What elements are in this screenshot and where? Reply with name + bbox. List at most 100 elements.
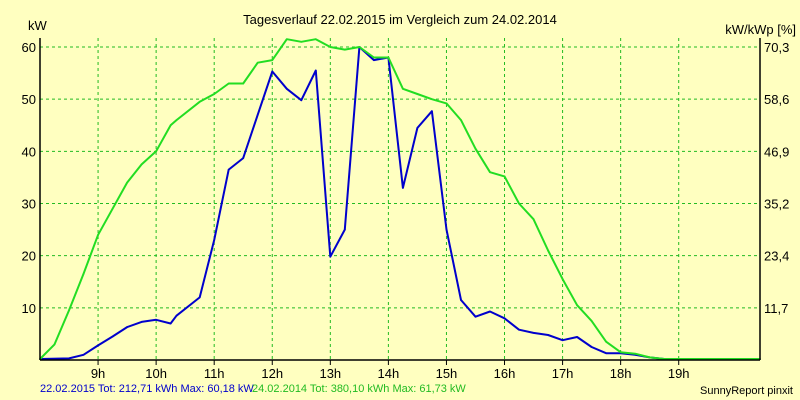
x-tick-label: 9h bbox=[91, 366, 105, 381]
x-tick-label: 19h bbox=[668, 366, 690, 381]
data-point-22.02.2015 bbox=[175, 314, 178, 317]
data-point-24.02.2014 bbox=[271, 59, 274, 61]
data-point-24.02.2014 bbox=[53, 343, 56, 346]
right-axis-unit: kW/kWp [%] bbox=[725, 22, 796, 37]
data-point-24.02.2014 bbox=[547, 249, 549, 252]
data-point-24.02.2014 bbox=[474, 147, 477, 150]
data-point-24.02.2014 bbox=[315, 38, 317, 40]
data-point-24.02.2014 bbox=[387, 56, 390, 59]
data-point-22.02.2015 bbox=[271, 70, 274, 73]
x-tick-label: 13h bbox=[319, 366, 341, 381]
data-point-24.02.2014 bbox=[648, 356, 651, 359]
data-point-24.02.2014 bbox=[561, 278, 564, 280]
data-point-24.02.2014 bbox=[590, 320, 593, 322]
data-point-22.02.2015 bbox=[445, 228, 448, 231]
x-tick-label: 16h bbox=[494, 366, 516, 381]
data-point-24.02.2014 bbox=[576, 304, 578, 307]
data-point-22.02.2015 bbox=[300, 99, 303, 102]
data-point-22.02.2015 bbox=[503, 317, 506, 320]
data-point-24.02.2014 bbox=[155, 150, 157, 153]
data-point-22.02.2015 bbox=[82, 353, 85, 356]
data-point-22.02.2015 bbox=[97, 344, 99, 347]
x-tick-label: 14h bbox=[378, 366, 400, 381]
data-point-22.02.2015 bbox=[474, 315, 477, 318]
axes bbox=[39, 38, 761, 365]
data-point-24.02.2014 bbox=[82, 273, 85, 275]
data-point-24.02.2014 bbox=[460, 119, 462, 121]
x-tick-label: 18h bbox=[610, 366, 632, 381]
data-point-24.02.2014 bbox=[344, 48, 346, 51]
x-tick-label: 12h bbox=[261, 366, 283, 381]
data-point-22.02.2015 bbox=[605, 352, 607, 355]
data-point-24.02.2014 bbox=[227, 82, 230, 85]
footer-series1-stats: 22.02.2015 Tot: 212,71 kWh Max: 60,18 kW bbox=[40, 383, 254, 395]
footer-brand: SunnyReport pinxit bbox=[700, 385, 793, 397]
data-point-22.02.2015 bbox=[256, 114, 259, 116]
data-point-24.02.2014 bbox=[256, 61, 259, 64]
data-point-24.02.2014 bbox=[111, 207, 114, 210]
data-point-24.02.2014 bbox=[619, 351, 622, 353]
data-point-24.02.2014 bbox=[68, 309, 70, 312]
data-point-22.02.2015 bbox=[285, 87, 288, 90]
x-tick-label: 10h bbox=[145, 366, 167, 381]
x-tick-label: 15h bbox=[436, 366, 458, 381]
data-point-24.02.2014 bbox=[97, 234, 99, 236]
data-point-24.02.2014 bbox=[126, 181, 128, 184]
x-tick-label: 17h bbox=[552, 366, 574, 381]
data-point-24.02.2014 bbox=[213, 93, 215, 95]
y-right-tick-label: 70,3 bbox=[764, 40, 789, 55]
data-point-24.02.2014 bbox=[373, 56, 375, 59]
tick-labels: 9h 10h 11h 12h 13h 14h 15h 16h 17h 18h 19h 10 11,7 20… bbox=[22, 40, 790, 381]
data-point-22.02.2015 bbox=[532, 332, 535, 334]
data-point-22.02.2015 bbox=[416, 127, 419, 129]
left-axis-unit: kW bbox=[28, 18, 48, 33]
data-point-24.02.2014 bbox=[140, 163, 143, 166]
data-point-24.02.2014 bbox=[416, 93, 419, 95]
data-point-24.02.2014 bbox=[503, 175, 506, 178]
y-right-tick-label: 23,4 bbox=[764, 249, 789, 264]
y-right-tick-label: 35,2 bbox=[764, 197, 789, 212]
data-point-22.02.2015 bbox=[431, 110, 433, 112]
data-point-24.02.2014 bbox=[358, 46, 361, 48]
data-point-24.02.2014 bbox=[300, 41, 303, 43]
series-line-24.02.2014 bbox=[39, 38, 760, 360]
data-point-24.02.2014 bbox=[532, 218, 535, 220]
data-point-22.02.2015 bbox=[169, 322, 172, 325]
data-point-22.02.2015 bbox=[460, 299, 462, 301]
data-point-22.02.2015 bbox=[344, 228, 346, 231]
data-point-24.02.2014 bbox=[175, 119, 178, 121]
footer-series2-stats: 24.02.2014 Tot: 380,10 kWh Max: 61,73 kW bbox=[252, 383, 466, 395]
y-right-tick-label: 58,6 bbox=[764, 92, 789, 107]
data-point-22.02.2015 bbox=[111, 335, 114, 338]
series-layer bbox=[39, 38, 761, 360]
data-point-22.02.2015 bbox=[126, 326, 128, 328]
y-left-tick-label: 10 bbox=[22, 301, 36, 316]
y-right-tick-label: 11,7 bbox=[764, 301, 788, 316]
data-point-22.02.2015 bbox=[518, 328, 520, 331]
y-left-tick-label: 60 bbox=[22, 40, 36, 55]
y-right-tick-label: 46,9 bbox=[764, 144, 789, 159]
grid bbox=[40, 38, 760, 360]
data-point-22.02.2015 bbox=[373, 59, 375, 61]
data-point-24.02.2014 bbox=[169, 124, 172, 127]
data-point-22.02.2015 bbox=[140, 321, 143, 323]
x-tick-label: 11h bbox=[204, 366, 225, 381]
data-point-22.02.2015 bbox=[590, 346, 593, 348]
data-point-24.02.2014 bbox=[285, 38, 288, 40]
chart-title: Tagesverlauf 22.02.2015 im Vergleich zum… bbox=[243, 12, 557, 27]
series-line-22.02.2015 bbox=[39, 46, 760, 360]
data-point-24.02.2014 bbox=[634, 352, 636, 355]
data-point-24.02.2014 bbox=[329, 46, 332, 48]
data-point-22.02.2015 bbox=[155, 319, 157, 321]
data-point-24.02.2014 bbox=[431, 98, 433, 100]
data-point-22.02.2015 bbox=[198, 296, 201, 299]
data-point-22.02.2015 bbox=[68, 357, 70, 360]
data-point-22.02.2015 bbox=[213, 239, 215, 241]
y-left-tick-label: 30 bbox=[22, 197, 36, 212]
data-point-22.02.2015 bbox=[242, 157, 245, 159]
data-point-22.02.2015 bbox=[489, 310, 491, 313]
data-point-22.02.2015 bbox=[227, 168, 230, 171]
data-point-24.02.2014 bbox=[489, 171, 491, 174]
data-point-22.02.2015 bbox=[561, 339, 564, 341]
